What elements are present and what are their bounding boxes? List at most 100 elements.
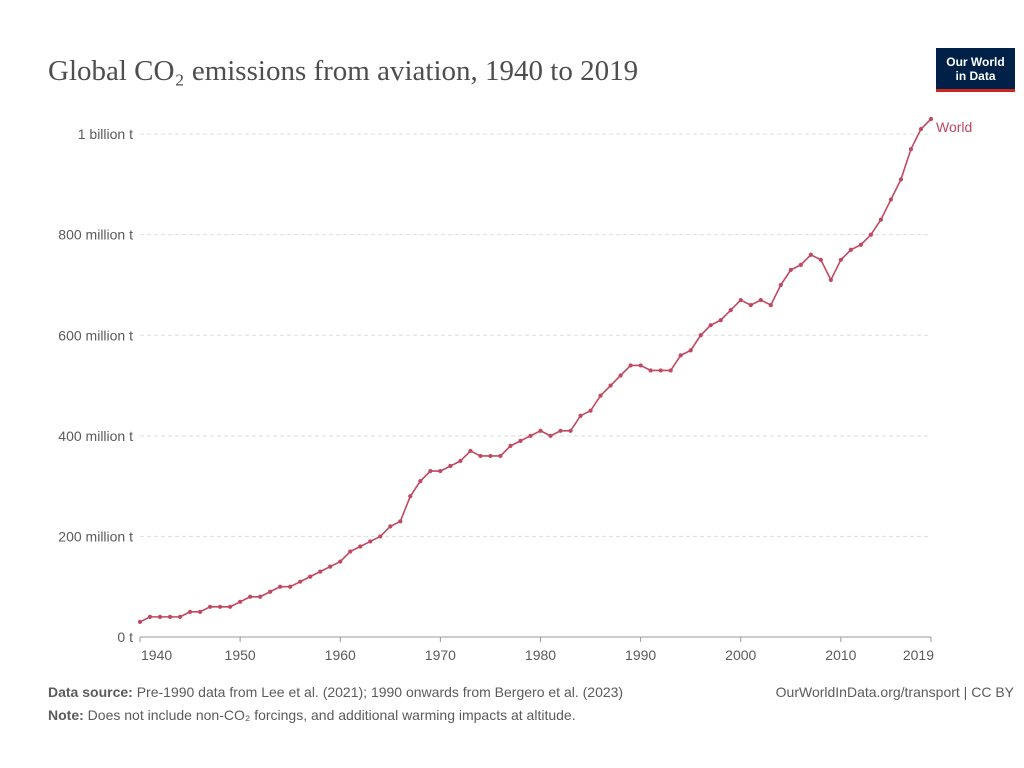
point: [698, 333, 703, 338]
credit[interactable]: OurWorldInData.org/transport | CC BY: [776, 684, 1015, 700]
note-text: Does not include non-CO₂ forcings, and a…: [88, 707, 576, 723]
point: [718, 318, 723, 323]
point: [378, 534, 383, 539]
point: [748, 302, 753, 308]
point: [578, 413, 583, 418]
point: [558, 428, 563, 433]
point: [348, 549, 353, 554]
point: [488, 453, 493, 459]
point: [788, 267, 793, 272]
point: [428, 468, 433, 474]
point: [708, 323, 713, 328]
point: [438, 468, 443, 474]
point: [408, 494, 413, 499]
x-tick-label: 1950: [225, 647, 256, 663]
point: [828, 277, 833, 283]
point: [157, 614, 163, 619]
y-tick-label: 1 billion t: [78, 126, 133, 142]
x-tick-label: 1990: [625, 647, 656, 663]
point: [598, 393, 603, 398]
point: [618, 373, 623, 378]
point: [568, 428, 573, 433]
point: [358, 544, 363, 549]
point: [448, 463, 453, 469]
y-tick-label: 0 t: [117, 629, 133, 645]
point: [228, 604, 233, 609]
source: Data source: Pre-1990 data from Lee et a…: [48, 684, 623, 700]
point: [548, 433, 553, 438]
note: Note: Does not include non-CO₂ forcings,…: [48, 707, 576, 723]
logo-box: [936, 48, 1015, 92]
y-tick-label: 600 million t: [58, 327, 133, 343]
point: [167, 614, 173, 619]
point: [838, 257, 843, 262]
point: [728, 308, 733, 313]
point: [268, 589, 273, 594]
point: [207, 604, 213, 609]
point: [818, 257, 823, 262]
point: [137, 619, 143, 625]
point: [518, 438, 523, 443]
source-label: Data source:: [48, 684, 133, 700]
point: [368, 539, 373, 544]
point: [388, 524, 393, 529]
point: [898, 177, 904, 182]
x-tick-label: 1970: [425, 647, 456, 663]
point: [458, 458, 463, 464]
point: [688, 348, 693, 353]
point: [508, 443, 513, 448]
source-text: Pre-1990 data from Lee et al. (2021); 19…: [137, 684, 623, 700]
point: [758, 297, 763, 303]
point: [778, 282, 783, 288]
x-tick-label: 2010: [825, 647, 856, 663]
point: [308, 574, 313, 579]
legend-label: World: [936, 119, 972, 135]
x-tick-label: 1940: [141, 647, 172, 663]
point: [147, 614, 153, 619]
point: [278, 584, 283, 589]
point: [338, 559, 343, 564]
x-tick-label: 1960: [325, 647, 356, 663]
point: [258, 594, 263, 599]
point: [858, 242, 864, 247]
point: [918, 126, 924, 132]
point: [328, 564, 333, 569]
logo[interactable]: Our World in Data: [936, 48, 1015, 92]
point: [478, 453, 483, 459]
point: [398, 519, 403, 524]
logo-text: Our World: [946, 55, 1004, 69]
x-tick-label: 2019: [903, 647, 934, 663]
point: [177, 614, 183, 619]
point: [288, 584, 293, 589]
y-tick-label: 400 million t: [58, 428, 133, 444]
point: [888, 197, 894, 202]
x-tick-label: 1980: [525, 647, 556, 663]
point: [628, 363, 633, 368]
point: [648, 368, 653, 373]
point: [808, 252, 813, 257]
y-tick-label: 200 million t: [58, 528, 133, 544]
point: [318, 569, 323, 574]
chart-title: Global CO₂ emissions from aviation, 1940…: [48, 55, 638, 87]
point: [878, 217, 884, 222]
point: [298, 579, 303, 584]
point: [218, 604, 223, 609]
point: [798, 262, 803, 267]
point: [868, 232, 874, 237]
point: [197, 609, 203, 614]
point: [418, 478, 423, 484]
y-tick-label: 800 million t: [58, 227, 133, 243]
point: [658, 368, 663, 373]
point: [588, 408, 593, 413]
point: [248, 594, 253, 599]
point: [468, 448, 473, 454]
point: [608, 383, 613, 388]
logo-text: in Data: [955, 69, 995, 83]
note-label: Note:: [48, 707, 84, 723]
point: [638, 363, 643, 368]
point: [238, 599, 243, 604]
point: [928, 116, 934, 122]
point: [668, 368, 673, 373]
point: [187, 609, 193, 614]
point: [498, 453, 503, 459]
